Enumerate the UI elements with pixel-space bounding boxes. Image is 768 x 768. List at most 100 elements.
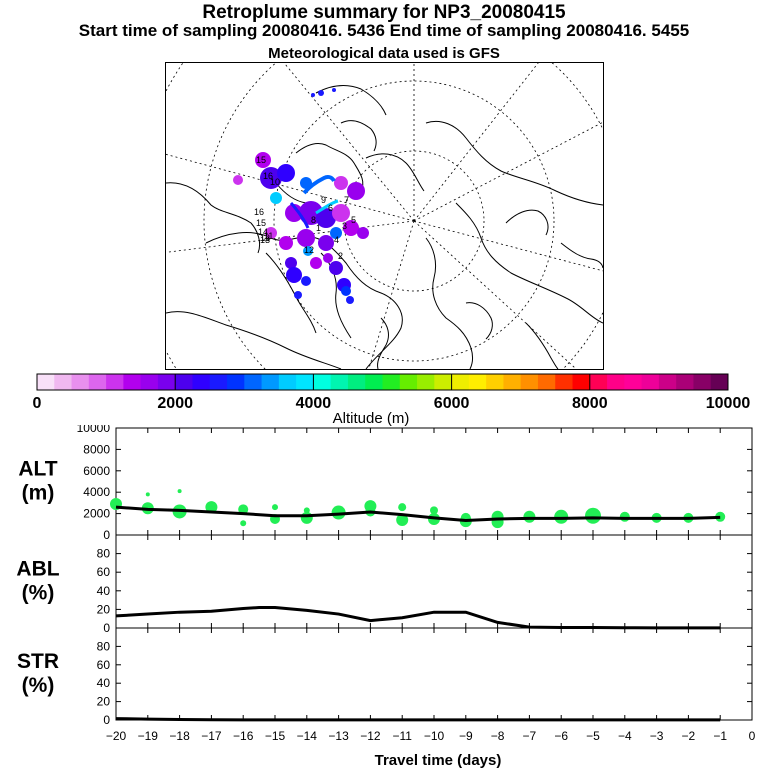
- x-tick-label: −15: [265, 729, 286, 743]
- plume-point: [585, 507, 601, 524]
- plume-point: [177, 489, 182, 494]
- x-tick-label: −20: [106, 729, 127, 743]
- map-day-label: 16: [254, 207, 264, 217]
- colorbar-tick-label: 4000: [296, 395, 332, 412]
- x-tick-label: −6: [554, 729, 568, 743]
- retroplume-map: 15 16 10 16 15 14 13 12 11 1 6 12 7 5 3 …: [165, 62, 604, 370]
- colorbar-swatch: [261, 374, 280, 390]
- map-day-label: 8: [311, 215, 316, 225]
- colorbar-swatch: [710, 374, 729, 390]
- colorbar-swatch: [209, 374, 228, 390]
- y-tick-label: 40: [97, 584, 111, 598]
- map-day-label: 15: [256, 218, 266, 228]
- colorbar-swatch: [88, 374, 107, 390]
- day-labels: 15 16 10 16 15 14 13 12 11 1 6 12 7 5 3 …: [254, 155, 356, 261]
- map-day-label: 15: [256, 155, 266, 165]
- plume-point: [238, 504, 249, 515]
- colorbar-swatch: [157, 374, 176, 390]
- panel-ylabel: ALT: [18, 458, 57, 481]
- colorbar-swatch: [434, 374, 453, 390]
- colorbar-swatch: [693, 374, 712, 390]
- plume-point: [491, 510, 504, 523]
- y-tick-label: 20: [97, 695, 111, 709]
- plume-point: [430, 506, 438, 515]
- map-day-label: 4: [334, 235, 339, 245]
- y-tick-label: 80: [97, 639, 111, 653]
- x-tick-label: −14: [297, 729, 318, 743]
- plume-point: [145, 492, 150, 497]
- y-tick-label: 10000: [77, 425, 111, 435]
- colorbar-swatch: [555, 374, 574, 390]
- altitude-colorbar: 0 2000 4000 6000 8000 10000 Altitude (m): [33, 373, 751, 427]
- colorbar-swatch: [71, 374, 90, 390]
- plume-point: [554, 509, 569, 524]
- x-tick-label: −7: [523, 729, 537, 743]
- plume-point: [396, 514, 409, 527]
- str-fraction-line: [115, 717, 721, 722]
- colorbar-tick-label: 2000: [157, 395, 193, 412]
- plume-point: [398, 503, 407, 512]
- map-day-label: 11: [264, 231, 273, 241]
- map-day-label: 9: [321, 195, 326, 205]
- colorbar-swatch: [347, 374, 366, 390]
- x-tick-label: −1: [713, 729, 727, 743]
- y-tick-label: 0: [103, 713, 110, 727]
- plume-point: [240, 520, 247, 527]
- x-tick-label: −11: [392, 729, 412, 743]
- y-tick-label: 8000: [83, 442, 110, 456]
- map-day-label: 2: [338, 251, 343, 261]
- x-tick-label: −19: [138, 729, 159, 743]
- colorbar-label: Altitude (m): [333, 410, 410, 427]
- colorbar-tick-label: 10000: [706, 395, 751, 412]
- map-day-label: 7: [344, 195, 349, 205]
- colorbar-swatch: [140, 374, 159, 390]
- panel-ylabel: (%): [22, 674, 55, 697]
- colorbar-swatch: [607, 374, 625, 390]
- x-tick-label: −12: [360, 729, 381, 743]
- plume-point: [715, 511, 726, 522]
- colorbar-swatch: [417, 374, 435, 390]
- colorbar-swatch: [572, 374, 591, 390]
- panel-frame: [115, 627, 753, 721]
- colorbar-swatch: [399, 374, 418, 390]
- plume-point: [331, 505, 346, 520]
- colorbar-swatch: [468, 374, 487, 390]
- colorbar-swatch: [537, 374, 556, 390]
- plume-point: [272, 504, 278, 511]
- panel-ylabel: (%): [22, 582, 55, 605]
- map-day-label: 3: [342, 221, 347, 231]
- sampling-time-subtitle: Start time of sampling 20080416. 5436 En…: [78, 21, 690, 40]
- colorbar-swatch: [296, 374, 314, 390]
- mean-altitude-line: [115, 505, 721, 523]
- panel-ylabel: ABL: [16, 558, 59, 581]
- abl-panel: 0 20 40 60 80 ABL(%): [16, 534, 753, 635]
- map-day-label: 6: [328, 203, 333, 213]
- y-tick-label: 2000: [83, 507, 110, 521]
- colorbar-swatch: [278, 374, 297, 390]
- colorbar-swatch: [106, 374, 124, 390]
- plume-point: [523, 510, 536, 523]
- colorbar-swatch: [330, 374, 349, 390]
- y-tick-label: 80: [97, 547, 111, 561]
- x-tick-label: −3: [650, 729, 664, 743]
- panel-ylabel: (m): [22, 482, 55, 505]
- colorbar-swatch: [37, 374, 55, 390]
- y-tick-label: 4000: [83, 485, 110, 499]
- plume-point: [205, 501, 218, 514]
- y-tick-label: 60: [97, 658, 111, 672]
- colorbar-swatch: [658, 374, 677, 390]
- colorbar-swatch: [382, 374, 401, 390]
- x-tick-label: −4: [618, 729, 632, 743]
- map-day-label: 10: [270, 177, 280, 187]
- colorbar-swatch: [175, 374, 193, 390]
- chart-title: Retroplume summary for NP3_20080415: [202, 2, 566, 23]
- colorbar-swatch: [624, 374, 643, 390]
- plume-point: [300, 511, 313, 524]
- y-tick-label: 60: [97, 565, 111, 579]
- colorbar-swatch: [123, 374, 142, 390]
- x-tick-label: 0: [749, 729, 756, 743]
- x-tick-label: −8: [491, 729, 505, 743]
- map-coastlines: [166, 85, 603, 369]
- map-day-label: 5: [351, 215, 356, 225]
